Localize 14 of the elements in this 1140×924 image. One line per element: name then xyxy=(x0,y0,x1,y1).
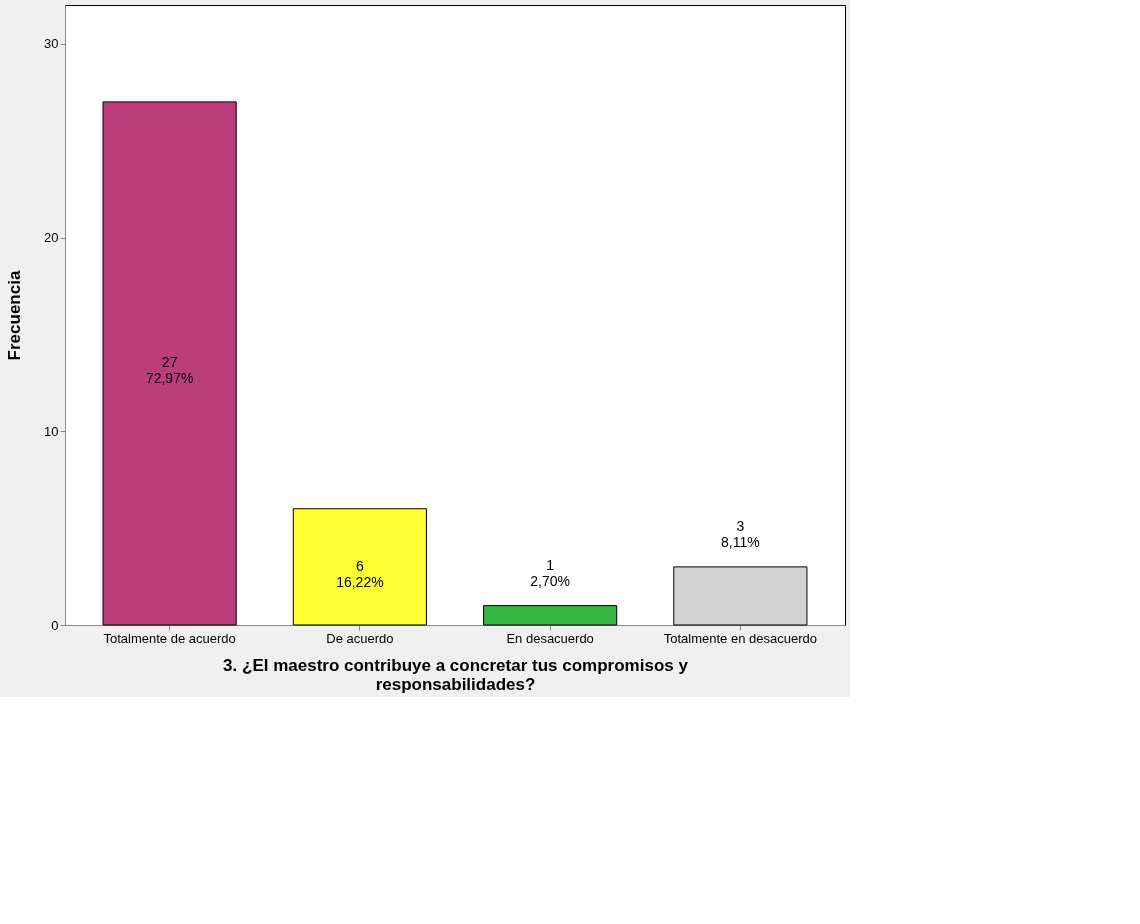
x-tick-label: En desacuerdo xyxy=(506,630,594,646)
y-axis-title: Frecuencia xyxy=(5,270,25,361)
y-tick-label: 20 xyxy=(44,230,59,245)
x-axis-title: 3. ¿El maestro contribuye a concretar tus compromisos y responsabilidades? xyxy=(223,655,689,694)
y-tick-label: 0 xyxy=(51,617,59,633)
x-tick-label: Totalmente de acuerdo xyxy=(103,630,236,646)
data-label: 27 72,97% xyxy=(145,354,194,387)
x-tick-label: De acuerdo xyxy=(326,630,394,646)
data-label: 1 2,70% xyxy=(530,557,570,590)
y-tick-label: 10 xyxy=(44,423,59,439)
data-label: 3 8,11% xyxy=(721,518,760,551)
data-label: 6 16,22% xyxy=(336,557,384,590)
y-tick-label: 30 xyxy=(44,36,59,52)
x-tick-label: Totalmente en desacuerdo xyxy=(663,630,817,646)
